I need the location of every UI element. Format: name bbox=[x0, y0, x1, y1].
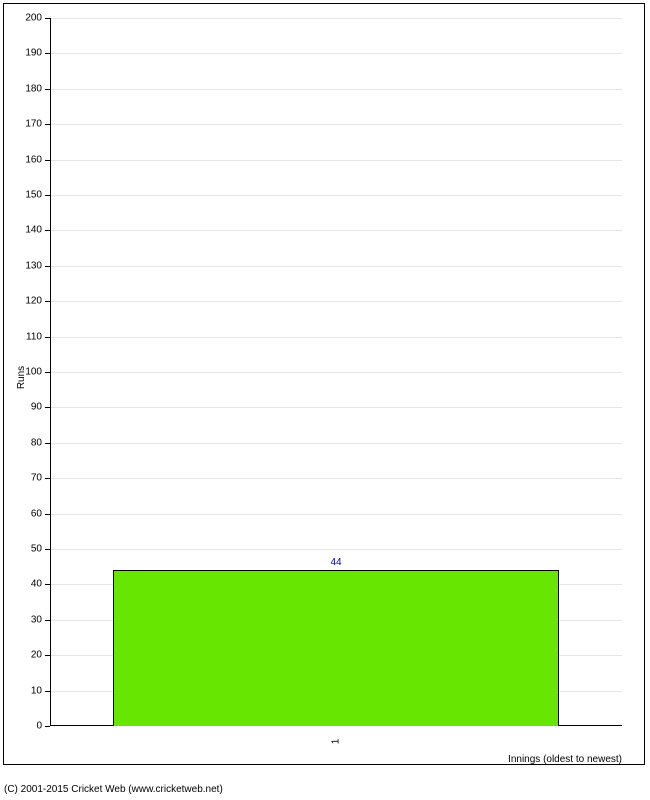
chart-container: 0 10 20 30 40 50 60 70 80 90 100 110 120 130 140 150 160… bbox=[0, 0, 650, 800]
gridline bbox=[50, 230, 622, 231]
gridline bbox=[50, 301, 622, 302]
gridline bbox=[50, 478, 622, 479]
y-tick-label: 10 bbox=[31, 685, 42, 696]
x-axis-title: Innings (oldest to newest) bbox=[508, 754, 622, 765]
gridline bbox=[50, 514, 622, 515]
y-axis-line bbox=[50, 18, 51, 726]
y-tick-label: 140 bbox=[25, 225, 42, 236]
y-tick-label: 0 bbox=[36, 721, 42, 732]
y-tick-label: 70 bbox=[31, 473, 42, 484]
plot-area: 0102030405060708090100110120130140150160… bbox=[50, 18, 622, 726]
y-tick-label: 60 bbox=[31, 508, 42, 519]
gridline bbox=[50, 195, 622, 196]
y-tick-label: 200 bbox=[25, 13, 42, 24]
y-tick-label: 90 bbox=[31, 402, 42, 413]
gridline bbox=[50, 407, 622, 408]
gridline bbox=[50, 443, 622, 444]
y-tick-label: 100 bbox=[25, 367, 42, 378]
y-tick-label: 130 bbox=[25, 260, 42, 271]
y-tick-label: 120 bbox=[25, 296, 42, 307]
y-tick bbox=[45, 726, 50, 727]
gridline bbox=[50, 372, 622, 373]
y-tick-label: 180 bbox=[25, 83, 42, 94]
y-tick-label: 20 bbox=[31, 650, 42, 661]
x-tick-label: 1 bbox=[331, 739, 342, 745]
gridline bbox=[50, 53, 622, 54]
gridline bbox=[50, 549, 622, 550]
copyright-text: (C) 2001-2015 Cricket Web (www.cricketwe… bbox=[4, 784, 223, 795]
gridline bbox=[50, 89, 622, 90]
y-tick-label: 80 bbox=[31, 437, 42, 448]
gridline bbox=[50, 18, 622, 19]
gridline bbox=[50, 160, 622, 161]
y-tick-label: 50 bbox=[31, 544, 42, 555]
y-tick-label: 110 bbox=[26, 331, 42, 342]
y-tick-label: 150 bbox=[25, 190, 42, 201]
bar-value-label: 44 bbox=[330, 557, 341, 568]
y-tick-label: 40 bbox=[31, 579, 42, 590]
y-tick-label: 30 bbox=[31, 614, 42, 625]
y-axis-title: Runs bbox=[16, 366, 27, 389]
gridline bbox=[50, 124, 622, 125]
gridline bbox=[50, 266, 622, 267]
y-tick-label: 170 bbox=[25, 119, 42, 130]
y-tick-label: 160 bbox=[25, 154, 42, 165]
y-tick-label: 190 bbox=[25, 48, 42, 59]
bar bbox=[113, 570, 559, 726]
gridline bbox=[50, 337, 622, 338]
